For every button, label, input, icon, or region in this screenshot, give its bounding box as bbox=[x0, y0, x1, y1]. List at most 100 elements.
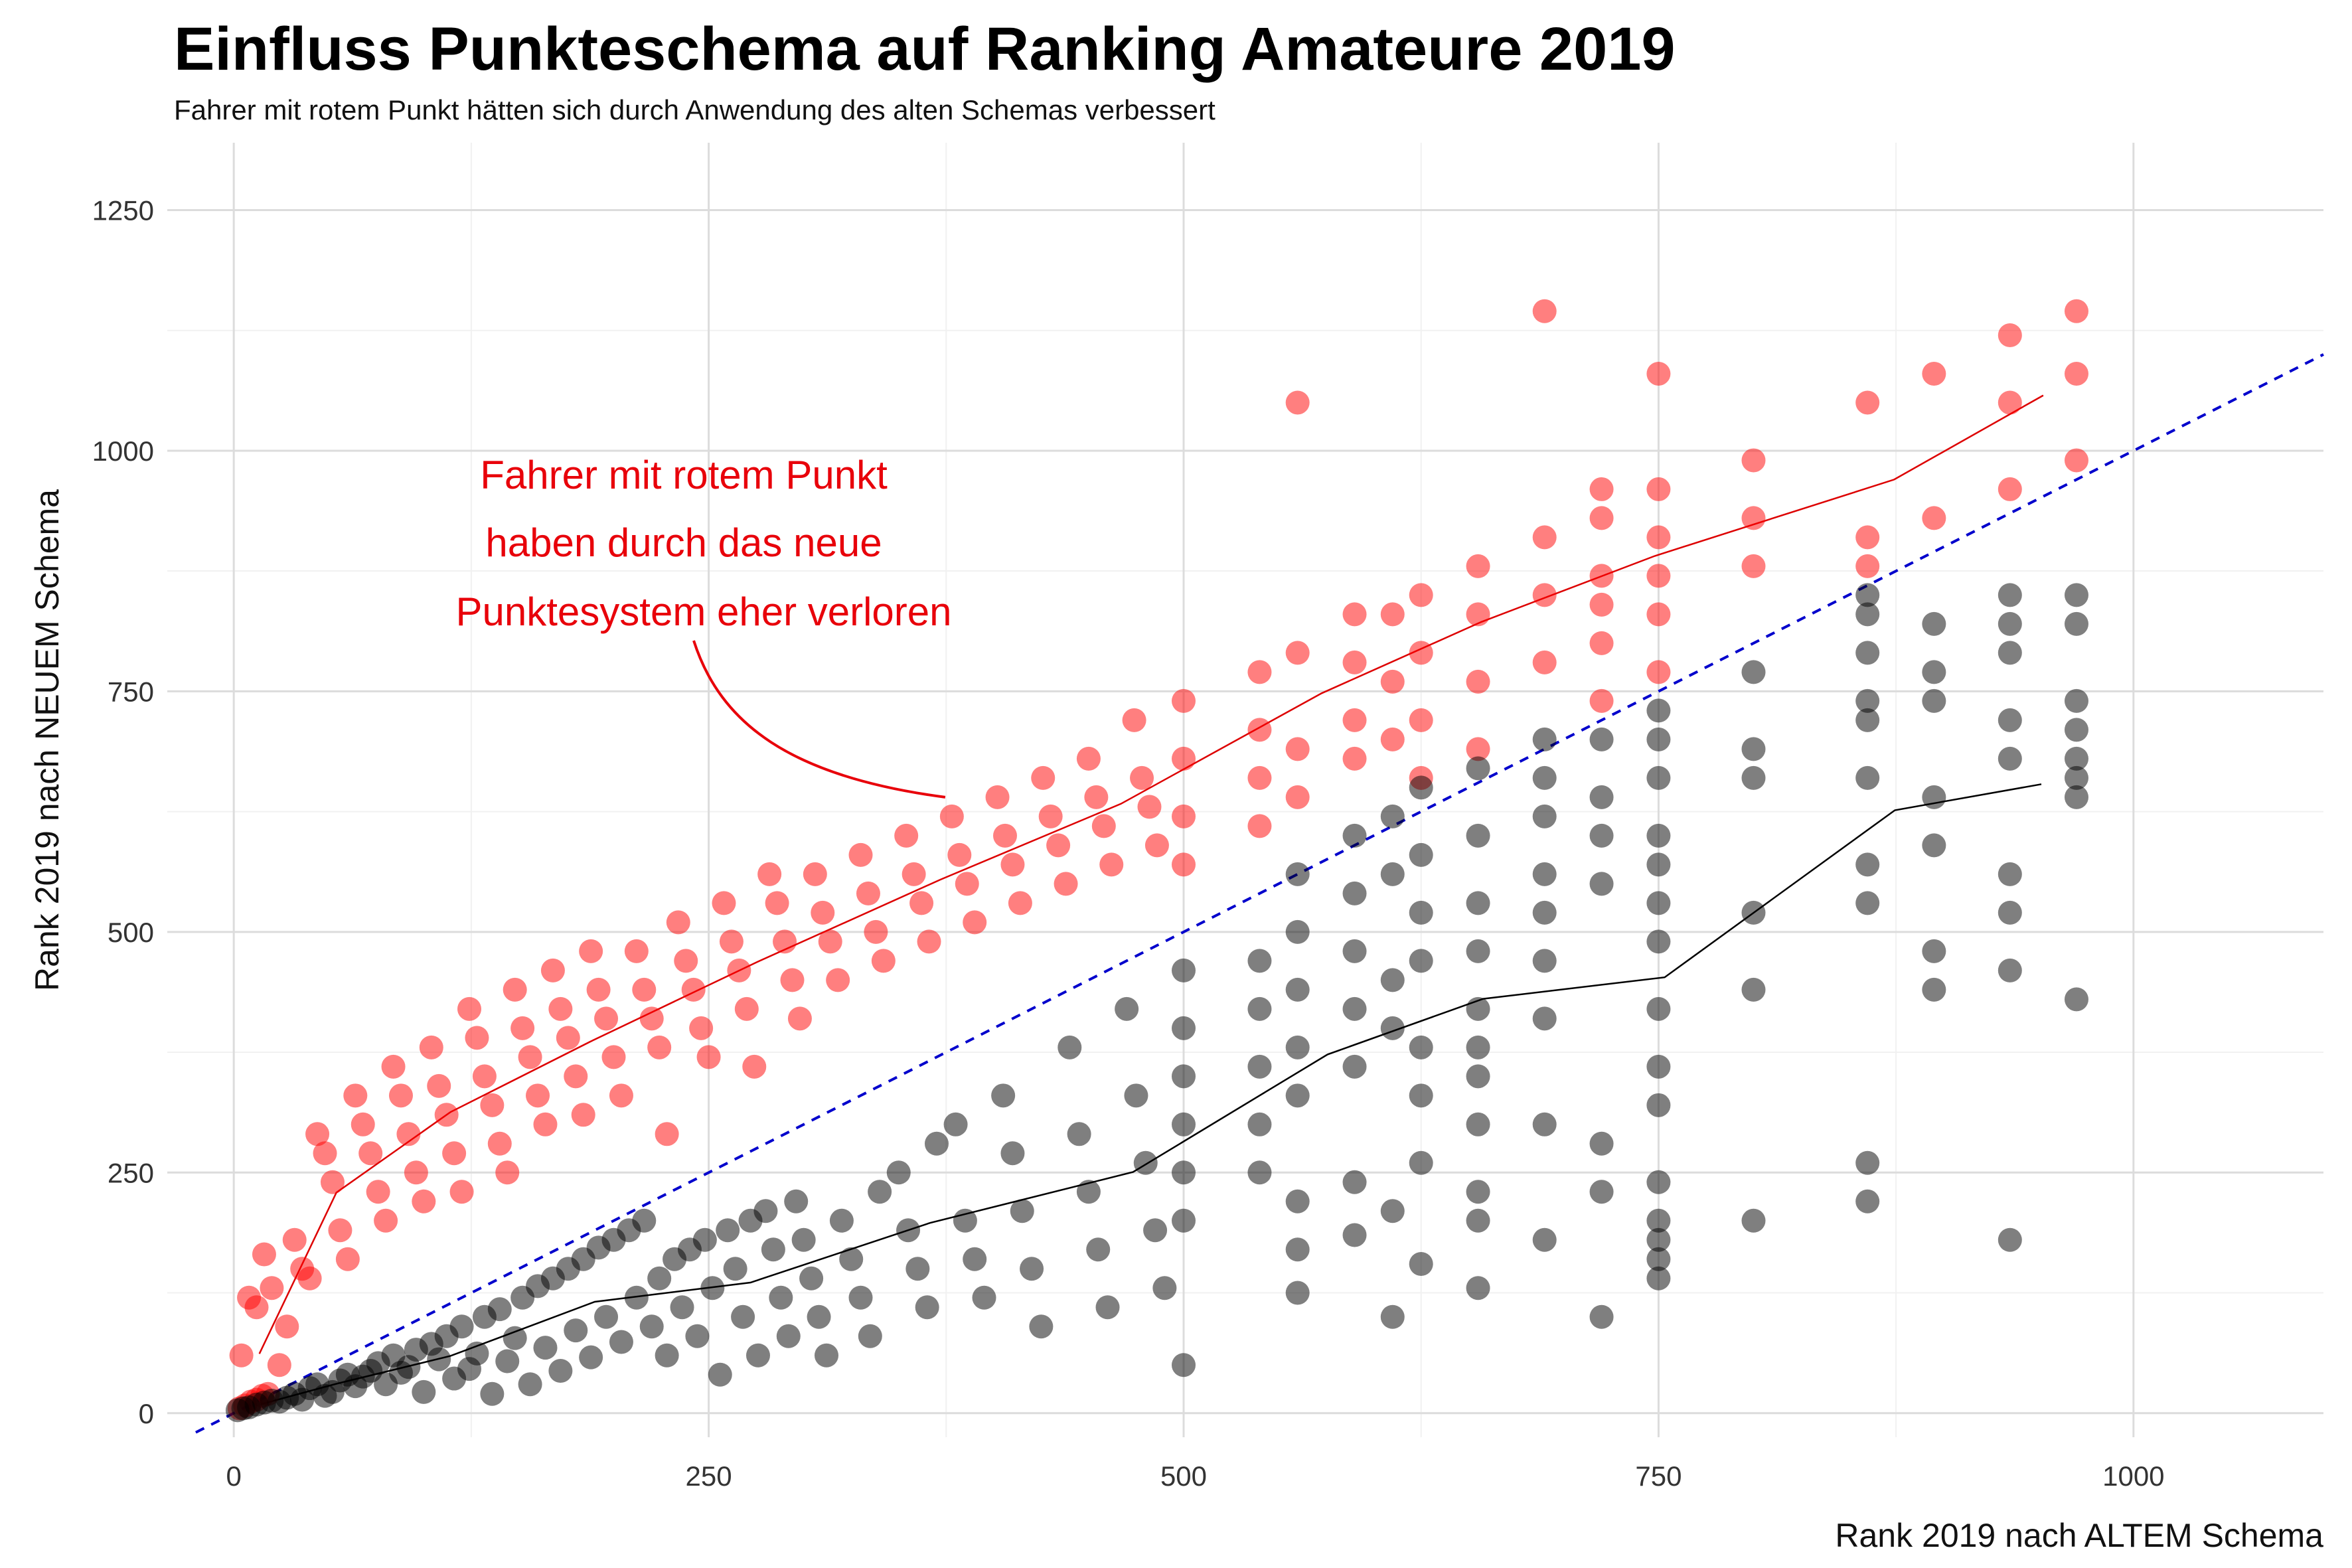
red-point bbox=[1342, 602, 1367, 627]
red-point bbox=[1532, 299, 1557, 323]
red-point bbox=[434, 1103, 459, 1127]
red-point bbox=[1342, 650, 1367, 674]
red-point bbox=[1285, 785, 1310, 809]
black-point bbox=[829, 1208, 854, 1233]
black-point bbox=[1285, 862, 1310, 886]
red-point bbox=[449, 1180, 474, 1204]
red-point bbox=[719, 929, 744, 954]
red-point bbox=[1038, 804, 1063, 828]
black-point bbox=[1171, 1016, 1196, 1040]
x-tick-label: 1000 bbox=[2102, 1460, 2164, 1492]
red-point bbox=[947, 842, 972, 867]
black-point bbox=[723, 1257, 747, 1281]
red-point bbox=[1285, 737, 1310, 761]
black-point bbox=[1285, 977, 1310, 1002]
black-point bbox=[731, 1304, 755, 1329]
red-point bbox=[556, 1026, 580, 1050]
black-point bbox=[1589, 727, 1614, 751]
red-point bbox=[571, 1103, 595, 1127]
black-point bbox=[1466, 823, 1490, 848]
red-point bbox=[1409, 641, 1433, 665]
black-point bbox=[1646, 1227, 1671, 1252]
black-point bbox=[1998, 900, 2022, 925]
black-point bbox=[1058, 1035, 1082, 1059]
black-point bbox=[700, 1276, 725, 1300]
red-point bbox=[909, 891, 934, 915]
black-point bbox=[1409, 1252, 1433, 1277]
red-point bbox=[1466, 669, 1490, 694]
red-point bbox=[1380, 727, 1405, 751]
red-point bbox=[419, 1035, 443, 1059]
red-point bbox=[1342, 708, 1367, 732]
black-point bbox=[1855, 891, 1880, 915]
red-point bbox=[856, 881, 880, 905]
red-point bbox=[297, 1266, 322, 1291]
red-point bbox=[282, 1227, 307, 1252]
black-point bbox=[503, 1326, 527, 1350]
black-point bbox=[1466, 996, 1490, 1021]
red-point bbox=[609, 1083, 633, 1108]
black-point bbox=[761, 1237, 785, 1262]
black-point bbox=[1855, 602, 1880, 627]
red-point bbox=[1247, 718, 1272, 742]
red-point bbox=[939, 804, 964, 828]
red-point bbox=[787, 1006, 812, 1031]
red-point bbox=[1008, 891, 1032, 915]
red-point bbox=[712, 891, 736, 915]
red-point bbox=[848, 842, 873, 867]
red-point bbox=[358, 1141, 383, 1166]
black-point bbox=[1124, 1083, 1148, 1108]
black-point bbox=[1247, 949, 1272, 973]
red-point bbox=[992, 823, 1017, 848]
black-point bbox=[1466, 1180, 1490, 1204]
red-point bbox=[826, 968, 850, 992]
red-point bbox=[526, 1083, 550, 1108]
black-point bbox=[1646, 1208, 1671, 1233]
black-point bbox=[2064, 583, 2088, 607]
red-point bbox=[495, 1160, 520, 1185]
black-point bbox=[1532, 862, 1557, 886]
black-point bbox=[655, 1343, 679, 1368]
black-point bbox=[1532, 1006, 1557, 1031]
black-point bbox=[2064, 746, 2088, 771]
black-point bbox=[564, 1318, 588, 1343]
red-point bbox=[252, 1242, 276, 1267]
red-point bbox=[1998, 477, 2022, 501]
black-point bbox=[1741, 737, 1766, 761]
red-point bbox=[404, 1160, 428, 1185]
red-point bbox=[1589, 477, 1614, 501]
black-point bbox=[647, 1266, 672, 1291]
annotation-line-2: haben durch das neue bbox=[485, 520, 882, 565]
black-point bbox=[1589, 823, 1614, 848]
y-axis-title: Rank 2019 nach NEUEM Schema bbox=[29, 489, 66, 991]
black-point bbox=[449, 1314, 474, 1339]
black-point bbox=[1000, 1141, 1025, 1166]
red-point bbox=[1922, 361, 1946, 386]
black-point bbox=[1171, 1208, 1196, 1233]
black-point bbox=[1247, 1054, 1272, 1079]
black-point bbox=[858, 1324, 882, 1348]
red-point bbox=[335, 1247, 360, 1271]
black-point bbox=[1380, 804, 1405, 828]
y-tick-label: 750 bbox=[108, 676, 154, 707]
black-point bbox=[579, 1345, 603, 1370]
red-point bbox=[1409, 708, 1433, 732]
red-point bbox=[780, 968, 805, 992]
y-tick-label: 1000 bbox=[92, 435, 154, 467]
annotation: Fahrer mit rotem Punkt haben durch das n… bbox=[455, 453, 952, 799]
red-point bbox=[1091, 814, 1116, 838]
black-point bbox=[1380, 862, 1405, 886]
black-point bbox=[1409, 1035, 1433, 1059]
red-point bbox=[811, 900, 835, 925]
black-point bbox=[1171, 1353, 1196, 1377]
black-point bbox=[868, 1180, 892, 1204]
red-point bbox=[1247, 814, 1272, 838]
black-point bbox=[1342, 823, 1367, 848]
trend-line bbox=[258, 394, 2044, 1354]
red-point bbox=[1998, 390, 2022, 415]
black-point bbox=[1409, 775, 1433, 800]
red-point bbox=[579, 939, 603, 963]
chart-title: Einfluss Punkteschema auf Ranking Amateu… bbox=[174, 15, 1676, 83]
red-point bbox=[1137, 795, 1162, 819]
